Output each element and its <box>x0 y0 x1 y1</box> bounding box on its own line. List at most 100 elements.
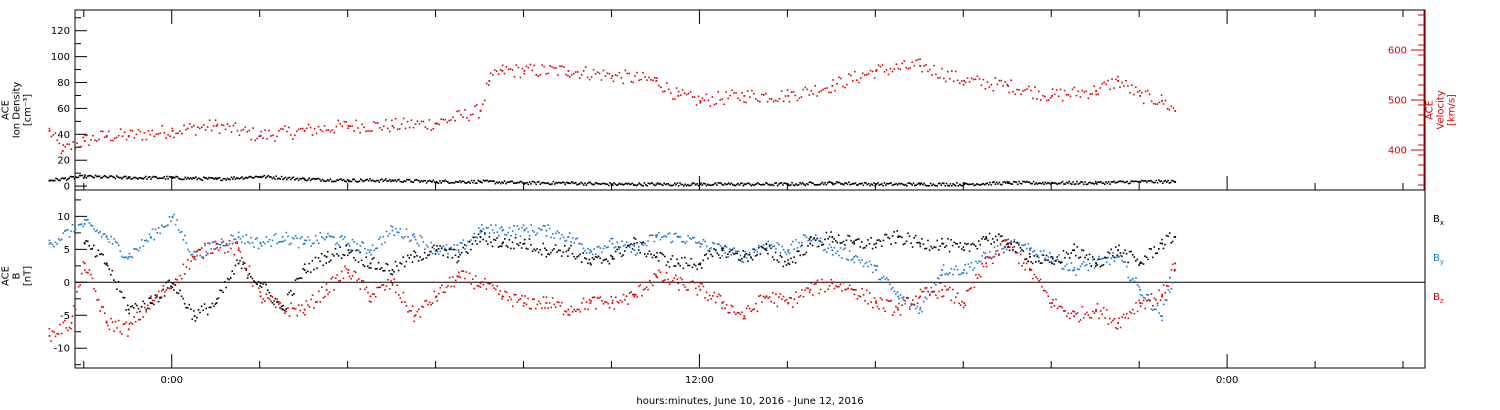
data-point <box>507 68 510 71</box>
data-point <box>842 240 845 243</box>
data-point <box>633 249 636 252</box>
data-point <box>801 241 803 244</box>
data-point <box>817 245 820 248</box>
data-point <box>1170 242 1172 244</box>
data-point <box>171 130 174 132</box>
data-point <box>140 306 143 308</box>
data-point <box>793 298 796 301</box>
data-point <box>151 228 154 231</box>
data-point <box>1144 255 1146 257</box>
data-point <box>555 181 557 184</box>
data-point <box>939 245 942 247</box>
data-point <box>184 176 187 179</box>
data-point <box>1021 248 1023 251</box>
data-point <box>391 119 393 122</box>
data-point <box>410 254 412 256</box>
data-point <box>142 178 144 180</box>
data-point <box>465 244 468 247</box>
data-point <box>350 251 352 253</box>
data-point <box>1150 293 1153 295</box>
data-point <box>1051 95 1053 97</box>
data-point <box>185 128 187 131</box>
data-point <box>762 247 765 249</box>
data-point <box>348 245 351 247</box>
data-point <box>116 327 118 329</box>
data-point <box>768 183 771 186</box>
data-point <box>234 241 237 244</box>
data-point <box>224 128 227 131</box>
data-point <box>299 237 302 240</box>
data-point <box>517 244 520 247</box>
data-point <box>128 323 131 325</box>
data-point <box>876 265 879 267</box>
data-point <box>430 129 433 131</box>
data-point <box>122 323 125 326</box>
data-point <box>161 125 163 127</box>
data-point <box>448 276 451 279</box>
data-point <box>159 232 161 235</box>
data-point <box>725 183 727 186</box>
data-point <box>836 241 838 244</box>
data-point <box>999 243 1002 245</box>
data-point <box>697 95 700 98</box>
data-point <box>613 246 616 249</box>
data-point <box>745 253 748 255</box>
data-point <box>867 303 869 305</box>
data-point <box>539 183 541 186</box>
data-point <box>1155 308 1157 311</box>
data-point <box>1161 293 1163 296</box>
data-point <box>394 227 397 230</box>
data-point <box>739 259 741 262</box>
data-point <box>781 245 783 248</box>
data-point <box>1064 256 1066 259</box>
data-point <box>1138 285 1140 288</box>
data-point <box>873 243 875 246</box>
data-point <box>1089 316 1091 319</box>
data-point <box>256 237 258 239</box>
data-point <box>176 219 178 221</box>
data-point <box>655 80 658 82</box>
data-point <box>79 284 81 286</box>
data-point <box>194 251 197 253</box>
data-point <box>1115 327 1117 329</box>
data-point <box>48 130 51 132</box>
data-point <box>613 258 615 260</box>
data-point <box>54 241 57 244</box>
data-point <box>805 182 808 185</box>
data-point <box>656 234 659 236</box>
data-point <box>764 248 766 250</box>
data-point <box>407 236 409 238</box>
data-point <box>831 85 834 87</box>
y2-tick-label: 600 <box>1388 46 1407 57</box>
data-point <box>199 127 201 130</box>
data-point <box>374 247 377 250</box>
data-point <box>620 77 623 79</box>
data-point <box>398 128 401 130</box>
data-point <box>969 183 971 186</box>
data-point <box>959 273 962 276</box>
data-point <box>897 308 900 311</box>
data-point <box>159 177 161 179</box>
data-point <box>328 180 330 182</box>
data-point <box>125 138 128 141</box>
data-point <box>1164 292 1167 294</box>
data-point <box>1107 323 1110 325</box>
data-point <box>825 231 828 234</box>
data-point <box>393 234 395 236</box>
data-point <box>435 122 438 125</box>
data-point <box>82 136 84 139</box>
data-point <box>226 177 229 180</box>
data-point <box>590 263 592 266</box>
data-point <box>557 249 560 252</box>
data-point <box>464 248 466 250</box>
data-point <box>53 179 56 182</box>
data-point <box>835 252 837 254</box>
data-point <box>856 238 858 241</box>
data-point <box>875 242 878 245</box>
data-point <box>845 288 848 291</box>
data-point <box>64 145 66 148</box>
data-point <box>997 183 999 185</box>
data-point <box>338 244 340 246</box>
data-point <box>72 141 74 143</box>
data-point <box>408 257 411 259</box>
